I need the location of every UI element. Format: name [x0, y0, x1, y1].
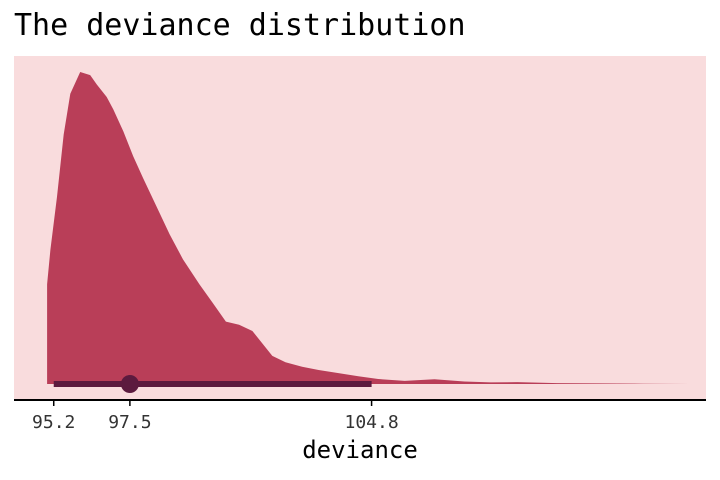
- x-tick-label: 104.8: [344, 412, 398, 433]
- point-estimate: [120, 375, 139, 393]
- x-axis-ticks: 95.2 97.5 104.8: [32, 400, 399, 433]
- x-axis-label: deviance: [302, 436, 418, 464]
- chart-title: The deviance distribution: [14, 8, 466, 43]
- x-tick-label: 95.2: [32, 412, 75, 433]
- density-area: [47, 72, 690, 384]
- x-tick-label: 97.5: [108, 412, 151, 433]
